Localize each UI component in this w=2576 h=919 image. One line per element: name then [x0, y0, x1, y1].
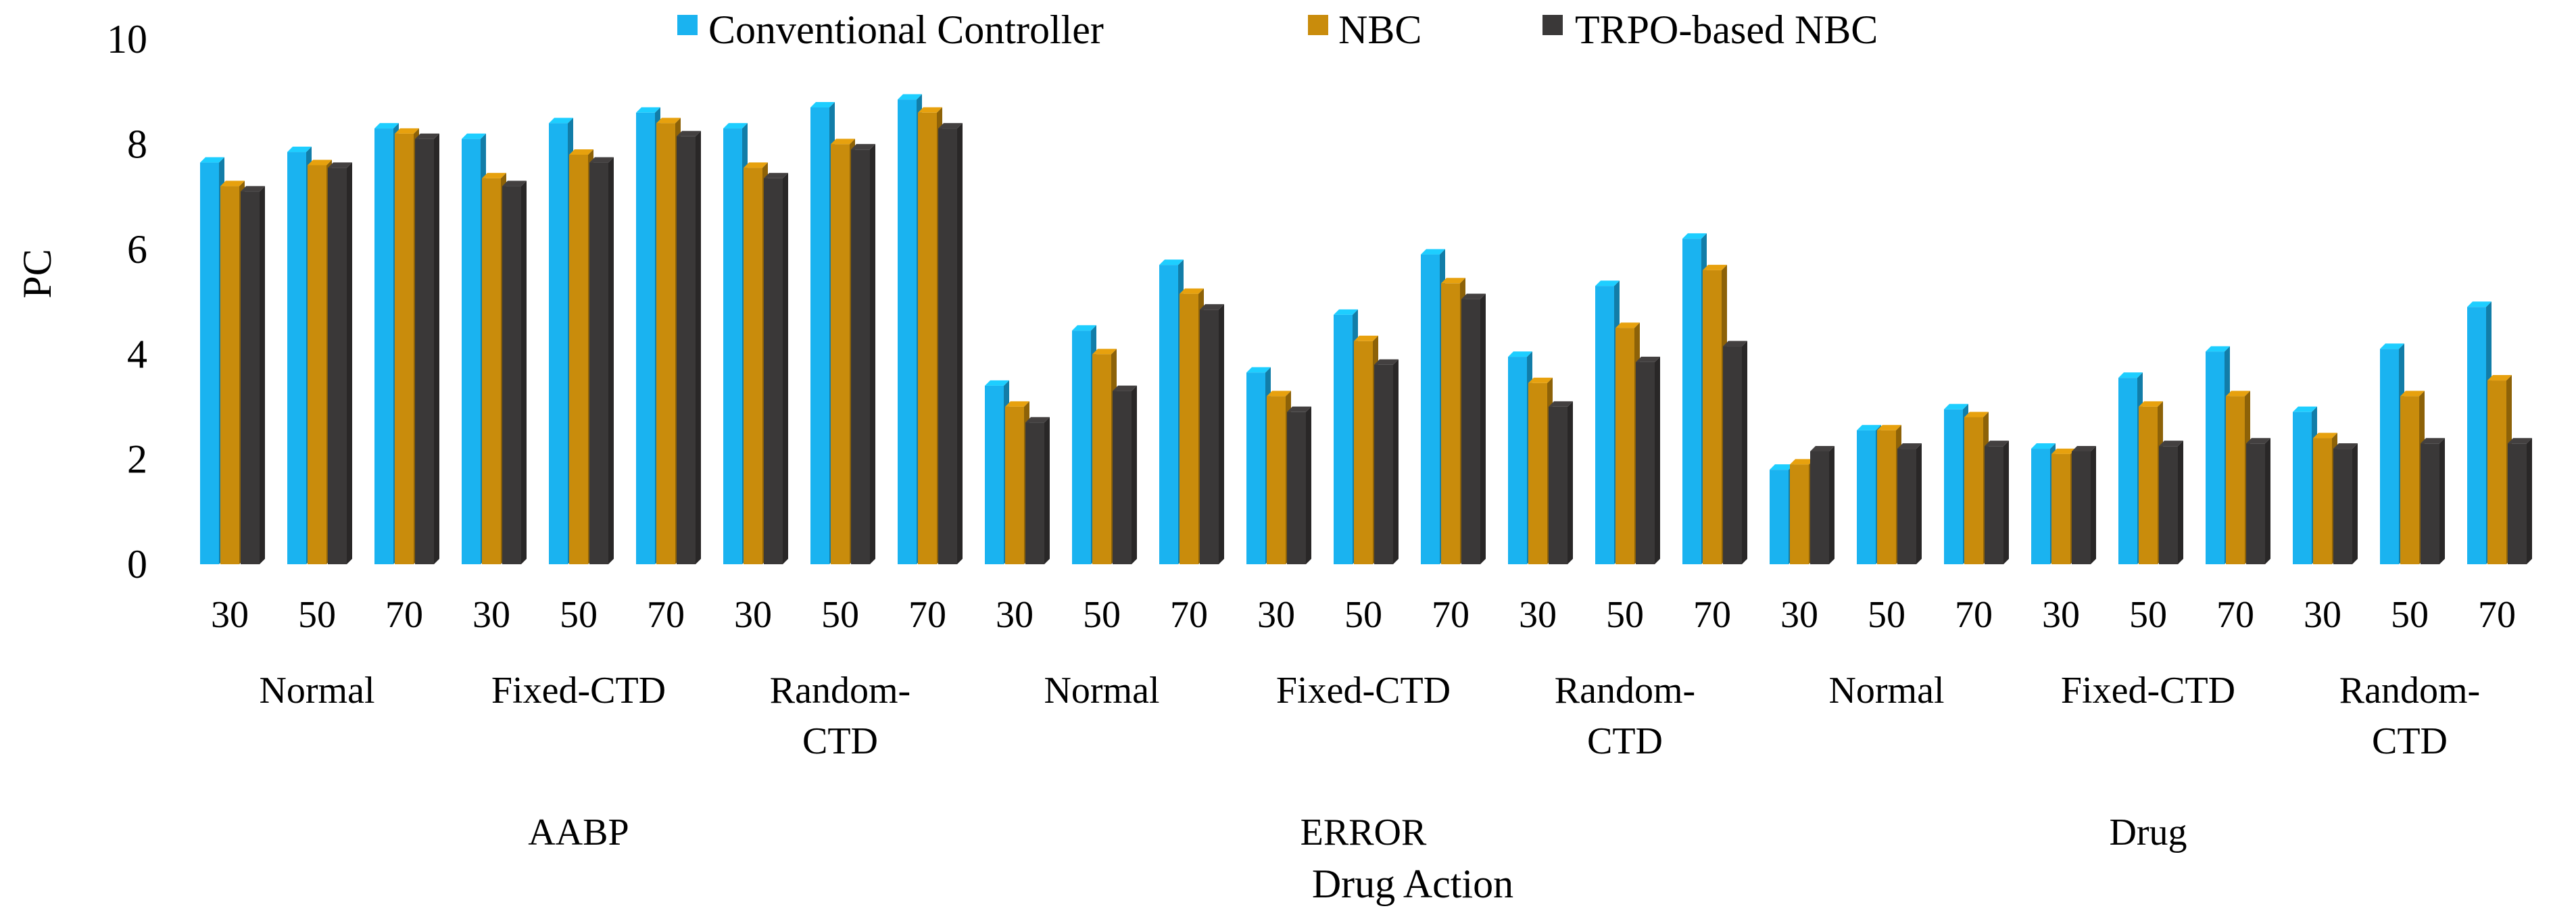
y-axis-ticks: 0 2 4 6 8 10 [107, 17, 147, 587]
x-tick-label: 30 [734, 594, 772, 636]
bar-trpo [2333, 443, 2358, 564]
bar-nbc [1790, 459, 1814, 564]
legend-swatch-nbc [1308, 15, 1328, 35]
subgroup-label: Normal [1044, 670, 1159, 712]
y-tick-label: 0 [127, 542, 147, 587]
subgroup-label: Random- [770, 670, 910, 712]
bar-trpo [2508, 438, 2532, 564]
subgroup-label: Random- [1555, 670, 1695, 712]
x-tick-label: 50 [560, 594, 598, 636]
bar-trpo [764, 172, 788, 564]
bar-trpo [589, 157, 614, 565]
x-tick-label: 70 [1432, 594, 1469, 636]
y-tick-label: 2 [127, 437, 147, 482]
x-tick-label: 70 [647, 594, 685, 636]
bar-trpo [1287, 406, 1311, 564]
group-label: AABP [528, 812, 629, 853]
legend-label-trpo: TRPO-based NBC [1575, 7, 1878, 52]
bar-trpo [851, 144, 875, 565]
bar-trpo [1810, 445, 1834, 564]
bar-trpo [2421, 438, 2445, 564]
bar-trpo [938, 123, 963, 565]
x-axis-label: Drug Action [1312, 862, 1513, 906]
bar-trpo [1985, 441, 2009, 564]
bar-trpo [1636, 356, 1660, 564]
bar-trpo [1374, 359, 1399, 564]
x-tick-label: 50 [2391, 594, 2429, 636]
x-tick-label: 70 [1955, 594, 1993, 636]
y-tick-label: 6 [127, 227, 147, 272]
x-tick-label: 70 [2216, 594, 2254, 636]
x-tick-label: 30 [996, 594, 1034, 636]
x-tick-label: 30 [472, 594, 510, 636]
x-tick-label: 30 [2304, 594, 2341, 636]
x-tick-label: 50 [2129, 594, 2167, 636]
x-tick-label: 30 [1519, 594, 1557, 636]
bar-trpo [1025, 417, 1050, 564]
x-tick-label: 50 [1083, 594, 1121, 636]
subgroup-label: Fixed-CTD [1276, 670, 1451, 712]
bar-trpo [1897, 443, 1922, 564]
x-tick-label: 30 [1257, 594, 1295, 636]
legend-swatch-trpo [1542, 15, 1563, 35]
x-tick-label: 30 [1780, 594, 1818, 636]
legend-label-conventional: Conventional Controller [708, 7, 1104, 52]
subgroup-label: Random- [2339, 670, 2480, 712]
bar-trpo [2246, 438, 2270, 564]
legend: Conventional Controller NBC TRPO-based N… [677, 7, 1878, 52]
x-tick-label: 50 [1606, 594, 1644, 636]
x-tick-label: 70 [1170, 594, 1208, 636]
x-tick-label: 70 [385, 594, 423, 636]
bar-trpo [328, 162, 352, 565]
x-tick-label: 50 [1344, 594, 1382, 636]
subgroup-label: Fixed-CTD [491, 670, 666, 712]
bar-trpo [1113, 385, 1137, 564]
x-tick-label: 70 [2478, 594, 2516, 636]
bar-trpo [241, 186, 265, 565]
subgroup-label: CTD [1587, 720, 1663, 762]
x-tick-label: 30 [211, 594, 249, 636]
subgroup-label: CTD [802, 720, 878, 762]
x-tick-label: 30 [2042, 594, 2080, 636]
group-label: ERROR [1301, 812, 1427, 853]
bar-trpo [502, 180, 527, 564]
y-axis-label: PC [15, 249, 59, 298]
bar-trpo [415, 133, 439, 564]
legend-label-nbc: NBC [1338, 7, 1421, 52]
x-tick-label: 50 [298, 594, 336, 636]
subgroup-label: Normal [259, 670, 374, 712]
group-label: Drug [2109, 812, 2187, 853]
bar-trpo [1200, 304, 1224, 564]
bar-trpo [677, 130, 701, 564]
x-tick-label: 50 [1868, 594, 1905, 636]
bar-conventional [2467, 301, 2492, 564]
x-tick-label: 70 [908, 594, 946, 636]
subgroup-label: CTD [2372, 720, 2448, 762]
y-tick-label: 4 [127, 332, 147, 376]
bar-trpo [2159, 441, 2183, 564]
x-tick-label: 70 [1693, 594, 1731, 636]
bars [200, 94, 2532, 565]
subgroup-label: Normal [1828, 670, 1944, 712]
y-tick-label: 8 [127, 122, 147, 166]
subgroup-label: Fixed-CTD [2061, 670, 2235, 712]
bar-trpo [1549, 401, 1573, 564]
bar-trpo [1723, 341, 1747, 564]
bar-trpo [2072, 445, 2096, 564]
bar-trpo [1461, 293, 1486, 564]
legend-swatch-conventional [677, 15, 698, 35]
y-tick-label: 10 [107, 17, 147, 61]
x-tick-label: 50 [821, 594, 859, 636]
